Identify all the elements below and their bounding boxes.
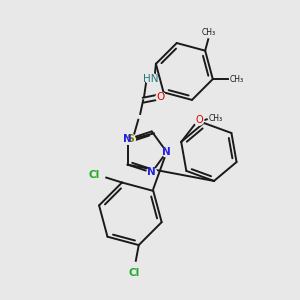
Text: S: S: [126, 134, 134, 144]
Circle shape: [162, 147, 172, 157]
Circle shape: [123, 134, 133, 144]
Text: Cl: Cl: [89, 170, 100, 180]
Text: O: O: [157, 92, 165, 102]
Text: CH₃: CH₃: [201, 28, 215, 37]
Circle shape: [125, 134, 135, 144]
Text: O: O: [195, 115, 203, 125]
Circle shape: [156, 92, 166, 102]
Text: CH₃: CH₃: [230, 75, 244, 84]
Text: CH₃: CH₃: [209, 114, 223, 123]
Text: N: N: [147, 167, 156, 178]
Circle shape: [128, 267, 139, 278]
Circle shape: [147, 168, 157, 177]
Circle shape: [146, 73, 157, 84]
Circle shape: [194, 116, 204, 125]
Text: N: N: [123, 134, 132, 144]
Text: N: N: [162, 147, 171, 157]
Text: HN: HN: [143, 74, 159, 84]
Text: Cl: Cl: [128, 268, 140, 278]
Circle shape: [89, 169, 100, 180]
